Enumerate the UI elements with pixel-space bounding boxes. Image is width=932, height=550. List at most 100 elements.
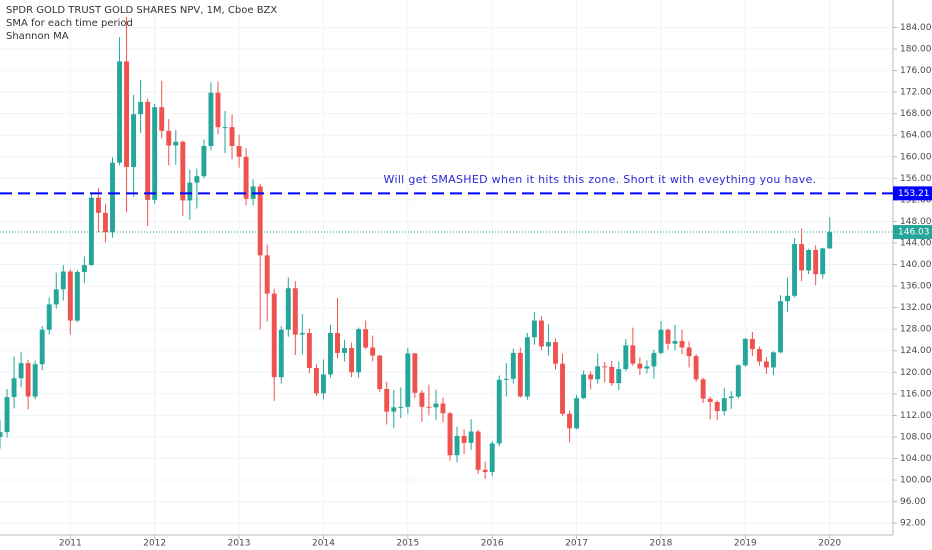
candle-body [672,341,678,344]
candle-body [735,365,741,397]
candle-body [335,332,340,353]
candle-body [208,92,214,147]
candle-body [187,182,193,201]
price-label-box [893,186,932,201]
candle-body [799,244,805,271]
x-tick-label: 2016 [481,539,504,549]
y-tick-label: 172.00 [900,88,932,98]
candle-body [180,141,186,201]
candle-body [714,401,720,412]
y-tick-label: 156.00 [900,174,932,184]
candle-body [398,406,404,408]
candle-body [222,127,228,129]
candle-body [320,374,326,394]
candle-body [461,435,467,443]
candle-body [588,374,594,380]
candle-body [693,356,699,380]
candle-body [60,271,66,290]
candle-body [81,265,87,273]
candle-body [292,288,298,335]
candle-body [468,431,474,443]
candle-body [405,353,411,407]
candle-body [391,407,397,412]
candle-body [700,379,706,399]
candle-body [771,352,776,368]
y-tick-label: 108.00 [900,432,932,442]
candle-body [18,363,24,379]
y-tick-label: 176.00 [900,66,932,76]
candle-body [342,348,348,353]
candle-body [623,345,629,370]
candle-body [264,255,270,294]
x-tick-label: 2014 [312,539,335,549]
x-tick-label: 2015 [396,539,419,549]
candle-body [531,320,537,338]
candle-body [658,329,664,353]
candle-body [806,249,812,271]
candle-body [785,295,790,302]
candle-body [827,232,833,249]
candle-body [616,369,622,384]
price-label: 146.03 [898,228,930,238]
candle-body [39,329,45,365]
candle-body [756,349,762,362]
y-tick-label: 152.00 [900,195,932,205]
y-tick-label: 92.00 [900,519,926,529]
candle-body [728,396,734,399]
candles [0,17,833,479]
y-tick-label: 124.00 [900,346,932,356]
y-tick-label: 128.00 [900,325,932,335]
candle-body [349,348,355,373]
candle-body [67,271,73,321]
y-tick-label: 140.00 [900,260,932,270]
candle-body [152,107,158,200]
candle-body [538,320,544,347]
y-tick-label: 112.00 [900,411,932,421]
candle-body [313,367,319,394]
candle-body [567,413,573,429]
candle-body [95,197,101,213]
y-tick-label: 120.00 [900,368,932,378]
candle-body [574,398,580,429]
candle-body [679,341,685,348]
candle-body [0,432,3,437]
x-tick-label: 2020 [818,539,841,549]
indicator-label: Shannon MA [6,31,69,42]
x-tick-label: 2017 [565,539,588,549]
y-tick-label: 96.00 [900,497,926,507]
candle-body [496,379,502,444]
y-tick-label: 160.00 [900,152,932,162]
y-tick-label: 104.00 [900,454,932,464]
candle-body [721,398,727,412]
candle-body [370,347,376,356]
candle-body [517,352,523,397]
candle-body [25,363,31,397]
candle-body [665,329,671,344]
candle-body [166,130,172,146]
candle-body [4,397,10,433]
candle-body [503,378,509,380]
x-tick-label: 2012 [143,539,166,549]
candle-body [560,363,565,414]
candle-body [299,332,305,335]
candle-body [419,392,425,407]
candle-body [306,332,312,368]
candle-body [742,338,748,366]
candle-body [482,469,488,472]
candle-body [637,363,643,369]
candle-body [257,186,263,256]
chart-title: SPDR GOLD TRUST GOLD SHARES NPV, 1M, Cbo… [6,5,277,16]
y-tick-label: 116.00 [900,389,932,399]
x-tick-label: 2011 [59,539,82,549]
candle-body [103,212,108,233]
y-tick-label: 184.00 [900,23,932,33]
candle-body [384,388,390,412]
candle-body [749,338,755,350]
candle-body [74,272,80,321]
candle-body [553,342,558,364]
candle-body [602,366,608,368]
candle-body [581,374,587,399]
candle-body [46,304,52,330]
x-tick-label: 2019 [734,539,757,549]
